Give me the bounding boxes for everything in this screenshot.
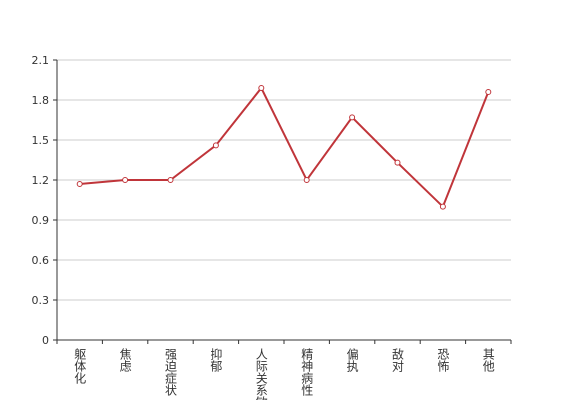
point [485,89,492,95]
point [122,177,129,183]
x-tick-label: 抑郁 [209,347,223,373]
point [167,177,174,183]
y-tick-label: 1.8 [32,94,50,107]
x-tick-label: 躯体化 [73,347,87,385]
x-tick-label: 人际关系敏感 [254,348,268,400]
x-tick-label: 强迫症状 [164,348,178,396]
x-tick-label: 其他 [481,348,495,372]
y-tick-label: 1.5 [32,134,50,147]
x-tick-label: 敌对 [391,347,405,372]
point [349,114,356,121]
point [76,181,83,187]
y-tick-label: 0 [42,334,49,347]
x-tick-label: 焦虑 [118,348,132,372]
point [303,177,310,183]
y-tick-label: 0.6 [32,254,50,267]
point [439,203,446,210]
x-tick-label: 偏执 [345,347,359,373]
line [79,86,490,209]
y-tick-label: 0.9 [32,214,50,227]
x-tick-label: 精神病性 [300,348,314,397]
point [394,159,401,166]
x-tick-label: 恐怖 [436,348,450,372]
y-tick-label: 1.2 [32,174,50,187]
y-tick-label: 0.3 [32,294,50,307]
point [212,142,219,149]
y-tick-label: 2.1 [32,54,50,67]
point [258,85,265,91]
